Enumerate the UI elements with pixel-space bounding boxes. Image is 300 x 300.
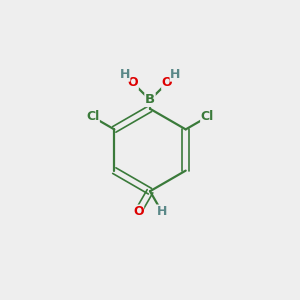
Text: H: H xyxy=(157,205,167,218)
Text: O: O xyxy=(133,205,143,218)
Text: O: O xyxy=(162,76,172,89)
Text: Cl: Cl xyxy=(86,110,99,123)
Text: Cl: Cl xyxy=(201,110,214,123)
Text: O: O xyxy=(128,76,138,89)
Text: B: B xyxy=(145,93,155,106)
Text: H: H xyxy=(119,68,130,81)
Text: H: H xyxy=(170,68,181,81)
